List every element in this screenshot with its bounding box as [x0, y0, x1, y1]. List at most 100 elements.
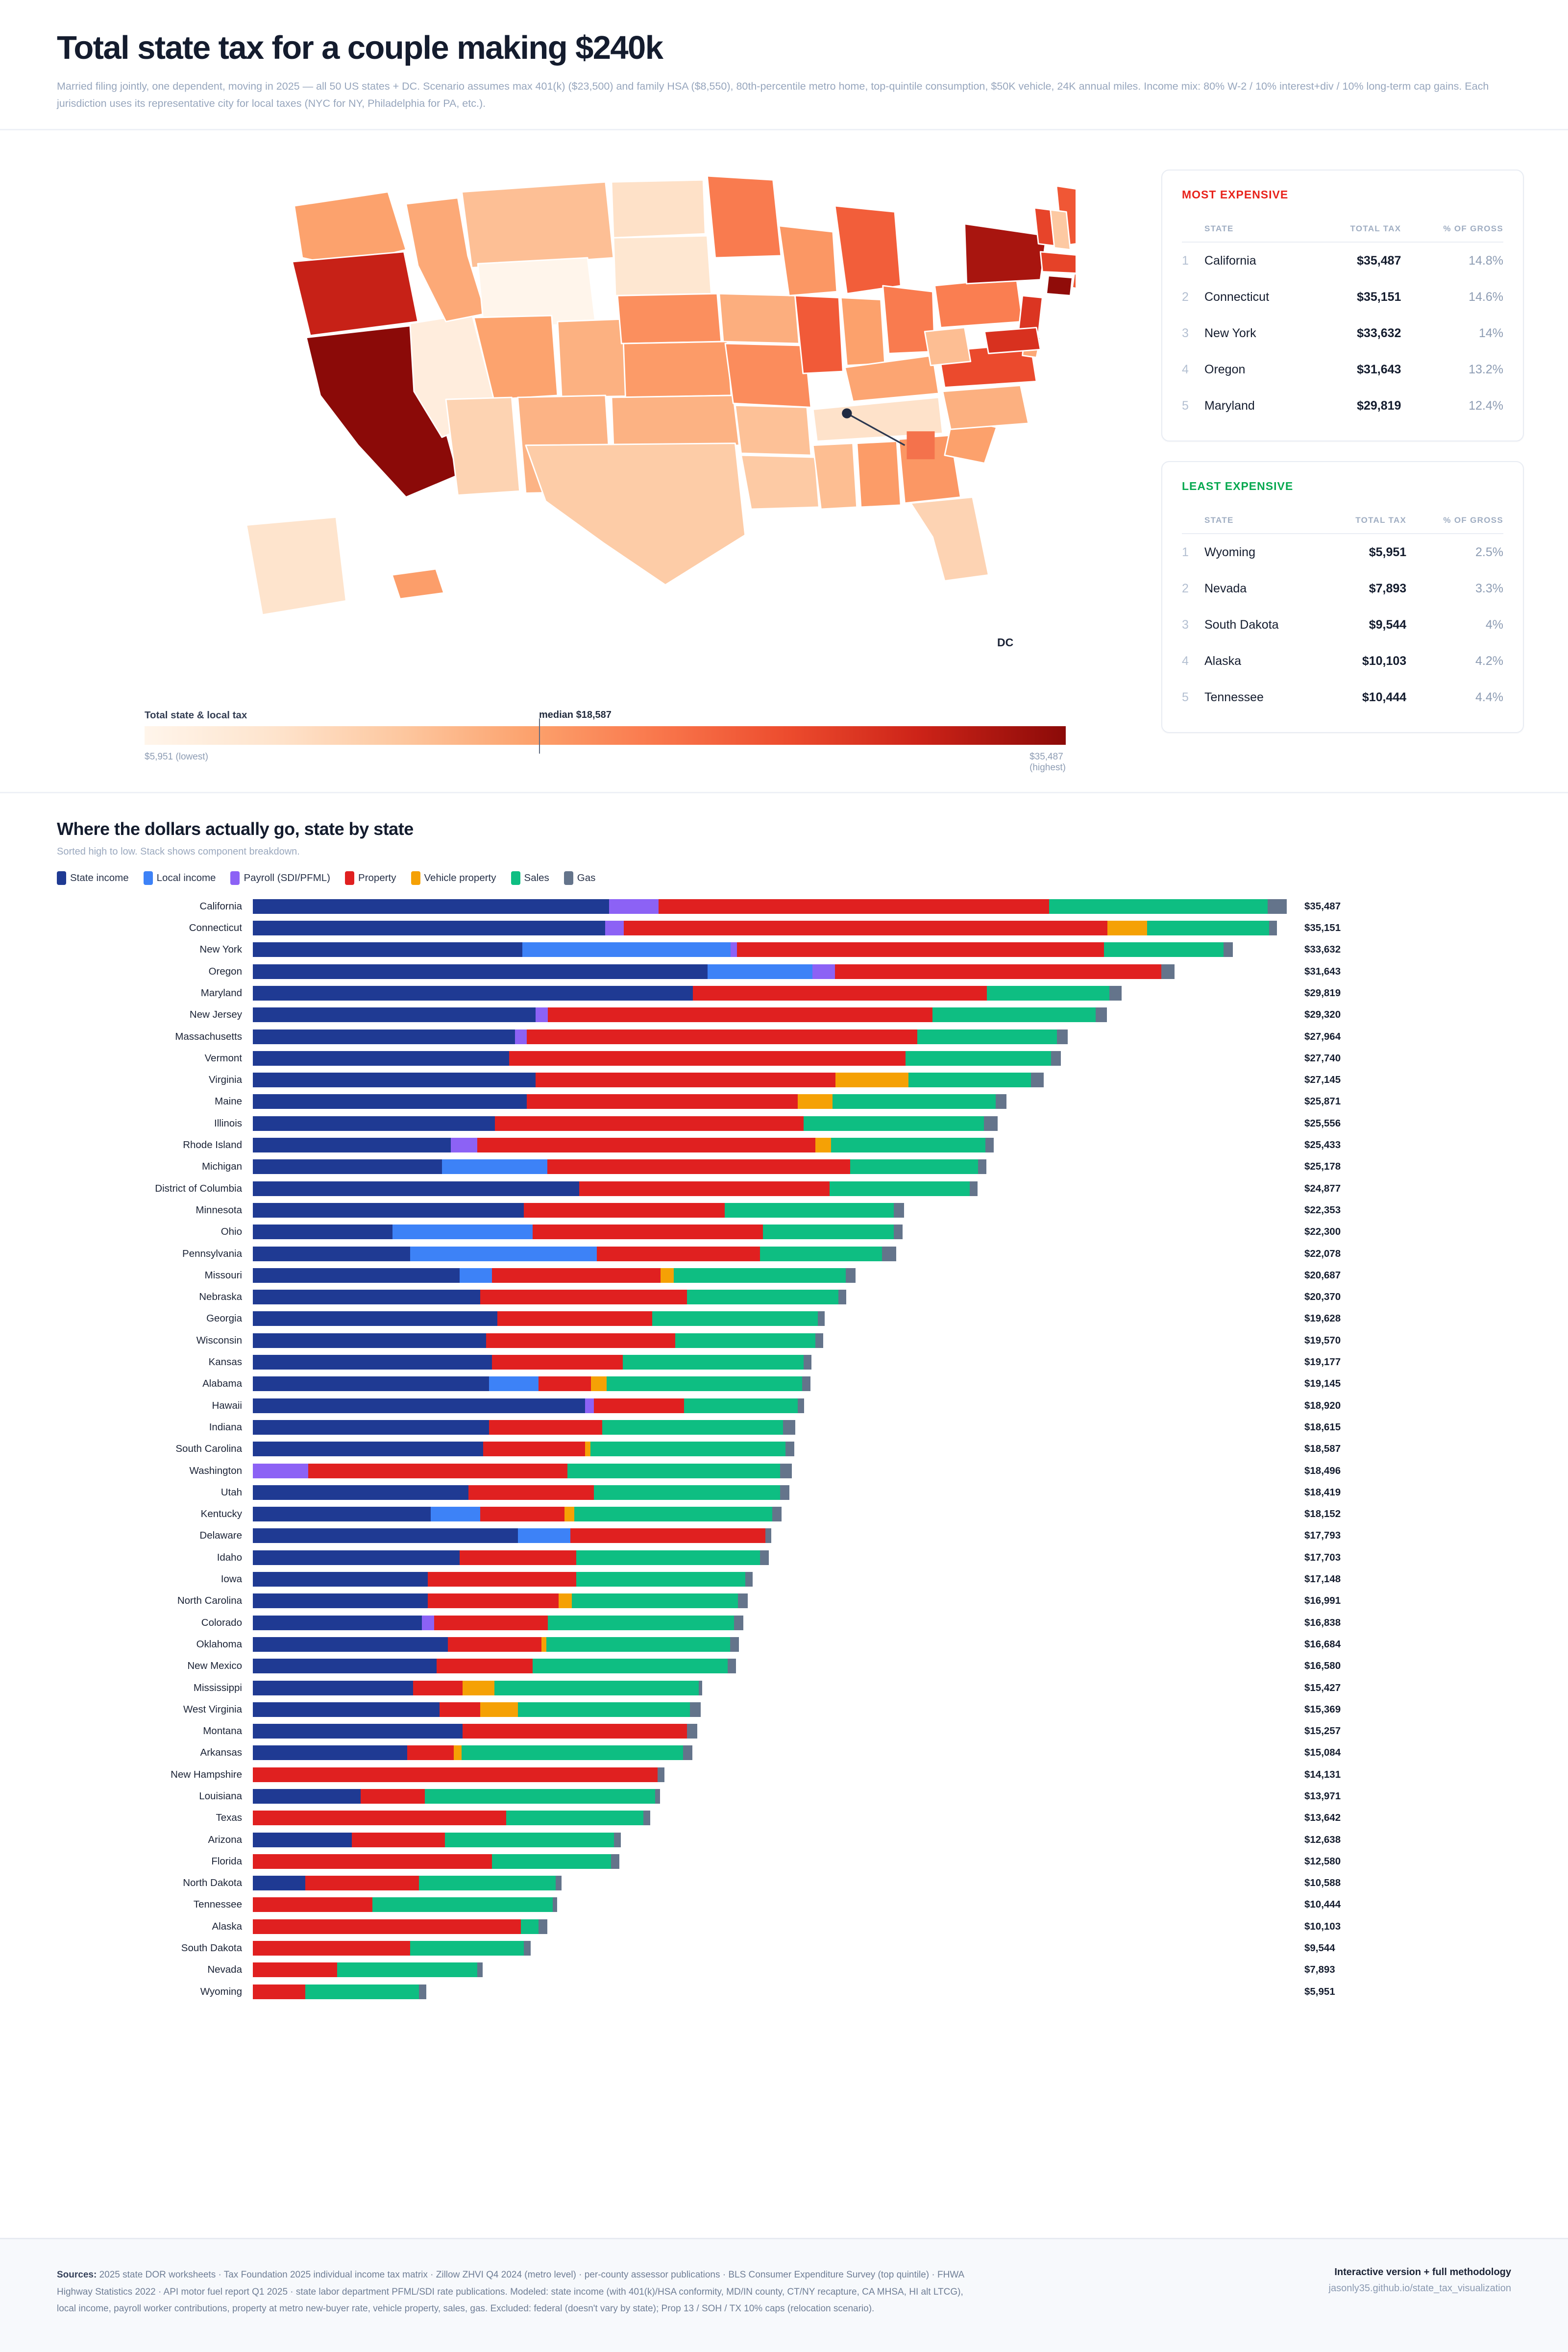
bar-row[interactable]: Pennsylvania $22,078 [57, 1243, 1511, 1264]
bar-row[interactable]: Tennessee $10,444 [57, 1894, 1511, 1915]
legend-item-gas[interactable]: Gas [564, 871, 595, 885]
bar-row[interactable]: California $35,487 [57, 896, 1511, 917]
bar-row[interactable]: Missouri $20,687 [57, 1265, 1511, 1286]
map-state-AZ[interactable] [445, 396, 521, 496]
bar-row[interactable]: New Mexico $16,580 [57, 1655, 1511, 1677]
bar-row[interactable]: Rhode Island $25,433 [57, 1134, 1511, 1156]
bar-row[interactable]: South Carolina $18,587 [57, 1438, 1511, 1460]
map-state-LA[interactable] [740, 454, 820, 510]
bar-row[interactable]: Virginia $27,145 [57, 1069, 1511, 1091]
map-state-AR[interactable] [734, 404, 812, 456]
bar-row[interactable]: Alabama $19,145 [57, 1373, 1511, 1395]
bar-row[interactable]: Texas $13,642 [57, 1807, 1511, 1829]
map-state-TX[interactable] [525, 442, 746, 586]
map-state-NJ[interactable] [1018, 294, 1043, 334]
map-state-NY[interactable] [964, 223, 1047, 285]
bar-row[interactable]: South Dakota $9,544 [57, 1937, 1511, 1959]
bar-row[interactable]: Montana $15,257 [57, 1720, 1511, 1742]
map-state-IN[interactable] [840, 296, 886, 366]
bar-row[interactable]: Wyoming $5,951 [57, 1981, 1511, 2003]
bar-row[interactable]: Colorado $16,838 [57, 1612, 1511, 1633]
bar-row[interactable]: Hawaii $18,920 [57, 1395, 1511, 1417]
bar-row[interactable]: Maryland $29,819 [57, 982, 1511, 1004]
bar-row[interactable]: Alaska $10,103 [57, 1916, 1511, 1937]
legend-item-payroll[interactable]: Payroll (SDI/PFML) [230, 871, 330, 885]
bar-row[interactable]: Washington $18,496 [57, 1460, 1511, 1481]
bar-row[interactable]: North Dakota $10,588 [57, 1872, 1511, 1894]
map-state-MD[interactable] [983, 326, 1041, 354]
map-state-FL[interactable] [910, 496, 989, 582]
map-state-MI[interactable] [834, 205, 902, 294]
bar-row[interactable]: Indiana $18,615 [57, 1417, 1511, 1438]
bar-row[interactable]: Minnesota $22,353 [57, 1200, 1511, 1221]
map-state-CT[interactable] [1046, 274, 1073, 296]
map-state-UT[interactable] [473, 315, 559, 400]
bar-row[interactable]: Florida $12,580 [57, 1851, 1511, 1872]
map-state-NH[interactable] [1050, 209, 1071, 250]
bar-row[interactable]: District of Columbia $24,877 [57, 1178, 1511, 1200]
map-state-KY[interactable] [844, 354, 940, 402]
map-state-PA[interactable] [934, 276, 1024, 328]
bar-row[interactable]: Georgia $19,628 [57, 1308, 1511, 1329]
bar-row[interactable]: Oregon $31,643 [57, 961, 1511, 982]
map-state-MA[interactable] [1039, 251, 1076, 274]
interactive-version-url[interactable]: jasonly35.github.io/state_tax_visualizat… [1328, 2283, 1511, 2294]
bar-row[interactable]: Kansas $19,177 [57, 1351, 1511, 1373]
legend-item-local-income[interactable]: Local income [143, 871, 216, 885]
bar-row[interactable]: Louisiana $13,971 [57, 1786, 1511, 1807]
bar-row[interactable]: West Virginia $15,369 [57, 1699, 1511, 1720]
map-state-SD[interactable] [612, 235, 712, 296]
legend-item-state-income[interactable]: State income [57, 871, 129, 885]
bar-segment-payroll [609, 899, 659, 914]
total-tax-value: $33,632 [1357, 326, 1401, 340]
bar-row[interactable]: Maine $25,871 [57, 1091, 1511, 1112]
bar-row[interactable]: Michigan $25,178 [57, 1156, 1511, 1177]
map-state-KS[interactable] [622, 341, 732, 398]
map-state-AK[interactable] [245, 516, 347, 615]
map-state-MN[interactable] [706, 175, 782, 259]
legend-item-vehicle-property[interactable]: Vehicle property [411, 871, 496, 885]
map-state-NC[interactable] [942, 384, 1029, 430]
map-state-RI[interactable] [1072, 272, 1076, 290]
bar-row[interactable]: New Jersey $29,320 [57, 1004, 1511, 1026]
bar-row[interactable]: Nevada $7,893 [57, 1959, 1511, 1981]
map-state-OR[interactable] [292, 251, 419, 336]
bar-row[interactable]: Mississippi $15,427 [57, 1677, 1511, 1698]
map-state-MO[interactable] [724, 343, 812, 408]
bar-row[interactable]: Nebraska $20,370 [57, 1286, 1511, 1308]
bar-row[interactable]: Wisconsin $19,570 [57, 1330, 1511, 1351]
bar-row[interactable]: Massachusetts $27,964 [57, 1026, 1511, 1047]
bar-row[interactable]: Idaho $17,703 [57, 1547, 1511, 1568]
stacked-bar [253, 1550, 1287, 1565]
bar-row[interactable]: Arkansas $15,084 [57, 1742, 1511, 1764]
bar-row[interactable]: Illinois $25,556 [57, 1113, 1511, 1134]
map-state-IL[interactable] [794, 294, 844, 374]
bar-row[interactable]: Oklahoma $16,684 [57, 1634, 1511, 1655]
bar-row[interactable]: Vermont $27,740 [57, 1048, 1511, 1069]
map-state-WV[interactable] [924, 326, 972, 366]
map-state-MS[interactable] [812, 442, 858, 510]
bar-row[interactable]: Delaware $17,793 [57, 1525, 1511, 1546]
map-state-WI[interactable] [778, 225, 838, 296]
legend-item-sales[interactable]: Sales [511, 871, 549, 885]
us-map-svg[interactable] [96, 146, 1076, 705]
map-state-NE[interactable] [616, 293, 722, 344]
bar-row[interactable]: North Carolina $16,991 [57, 1590, 1511, 1612]
map-state-ND[interactable] [611, 179, 706, 239]
bar-row[interactable]: Ohio $22,300 [57, 1221, 1511, 1243]
pct-gross-value: 13.2% [1469, 362, 1503, 376]
map-state-AL[interactable] [856, 440, 902, 508]
bar-row[interactable]: Kentucky $18,152 [57, 1503, 1511, 1525]
map-state-HI[interactable] [391, 568, 445, 600]
bar-row[interactable]: Arizona $12,638 [57, 1829, 1511, 1850]
map-state-TN[interactable] [812, 396, 944, 442]
map-state-IA[interactable] [718, 293, 800, 344]
bar-row[interactable]: New York $33,632 [57, 939, 1511, 960]
map-state-OK[interactable] [611, 394, 740, 448]
bar-row[interactable]: Connecticut $35,151 [57, 917, 1511, 939]
legend-item-property[interactable]: Property [345, 871, 396, 885]
bar-row[interactable]: Utah $18,419 [57, 1482, 1511, 1503]
bar-row[interactable]: Iowa $17,148 [57, 1568, 1511, 1590]
bar-row[interactable]: New Hampshire $14,131 [57, 1764, 1511, 1786]
map-state-MT[interactable] [461, 181, 614, 269]
